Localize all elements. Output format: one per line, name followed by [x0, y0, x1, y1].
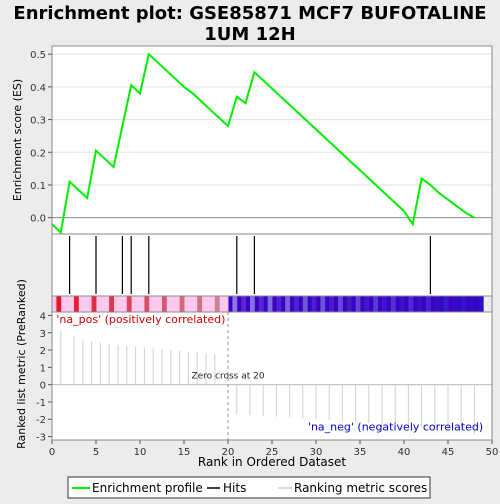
es-y-tick-label: 0.1: [30, 181, 46, 192]
metric-y-tick-label: -1: [36, 398, 46, 409]
band-segment: [258, 296, 264, 312]
band-segment: [135, 296, 141, 312]
metric-plot-area: [52, 312, 492, 440]
band-segment: [250, 296, 255, 312]
x-tick-label: 15: [178, 447, 191, 458]
chart-title-line: 1UM 12H: [204, 24, 295, 45]
band-segment: [126, 296, 132, 312]
legend-metric-label: Ranking metric scores: [294, 481, 427, 495]
panel-frame: [51, 311, 493, 441]
band-segment: [443, 296, 449, 312]
band-segment: [74, 296, 79, 312]
metric-y-tick-label: -3: [36, 433, 46, 444]
band-segment: [153, 296, 159, 312]
negative-corr-label: 'na_neg' (negatively correlated): [308, 420, 483, 433]
band-segment: [91, 296, 97, 312]
band-segment: [399, 296, 405, 312]
band-segment: [452, 296, 458, 312]
band-segment: [65, 296, 71, 312]
band-segment: [170, 296, 176, 312]
es-plot-area: [52, 46, 492, 234]
band-segment: [302, 296, 308, 312]
metric-y-tick-label: 3: [40, 329, 46, 340]
x-tick-label: 40: [398, 447, 411, 458]
es-y-tick-label: 0.4: [30, 83, 46, 94]
legend-hits-label: Hits: [223, 481, 246, 495]
es-y-tick-label: 0.5: [30, 50, 46, 61]
band-segment: [320, 296, 326, 312]
band-segment: [417, 296, 423, 312]
band-segment: [109, 296, 115, 312]
x-tick-label: 45: [442, 447, 455, 458]
hits-plot-area: [52, 234, 492, 296]
zero-cross-label: Zero cross at 20: [191, 372, 264, 382]
enrichment-profile-line: [51, 52, 475, 235]
es-y-axis-label: Enrichment score (ES): [11, 79, 24, 201]
band-segment: [346, 296, 352, 312]
band-segment: [162, 296, 167, 312]
band-segment: [382, 296, 387, 312]
x-tick-label: 5: [93, 447, 99, 458]
chart-title-line: Enrichment plot: GSE85871 MCF7 BUFOTALIN…: [13, 3, 486, 24]
metric-y-tick-label: -2: [36, 415, 46, 426]
band-segment: [82, 296, 88, 312]
band-segment: [461, 296, 467, 312]
x-tick-label: 50: [486, 447, 499, 458]
metric-y-tick-label: 4: [40, 311, 46, 322]
band-segment: [470, 296, 475, 312]
legend-enrichment-label: Enrichment profile: [92, 481, 203, 495]
band-segment: [241, 296, 247, 312]
band-segment: [434, 296, 440, 312]
band-segment: [364, 296, 370, 312]
band-segment: [276, 296, 282, 312]
band-segment: [179, 296, 185, 312]
band-segment: [118, 296, 123, 312]
x-tick-label: 0: [49, 447, 55, 458]
x-tick-label: 25: [266, 447, 279, 458]
legend-box: [67, 476, 431, 499]
band-segment: [355, 296, 361, 312]
x-tick-label: 20: [222, 447, 235, 458]
metric-y-tick-label: 2: [40, 346, 46, 357]
es-y-tick-label: 0.2: [30, 148, 46, 159]
band-segment: [223, 296, 229, 312]
metric-y-tick-label: 1: [40, 363, 46, 374]
band-segment: [338, 296, 343, 312]
metric-y-tick-label: 0: [40, 381, 46, 392]
band-segment: [206, 296, 211, 312]
x-tick-label: 35: [354, 447, 367, 458]
positive-corr-label: 'na_pos' (positively correlated): [56, 313, 225, 326]
x-tick-label: 30: [310, 447, 323, 458]
band-segment: [478, 296, 484, 312]
band-segment: [408, 296, 414, 312]
es-y-tick-label: 0.0: [30, 214, 46, 225]
band-segment: [329, 296, 335, 312]
x-axis-label: Rank in Ordered Dataset: [198, 455, 346, 469]
band-segment: [285, 296, 291, 312]
band-segment: [100, 296, 106, 312]
band-segment: [426, 296, 431, 312]
band-segment: [232, 296, 238, 312]
band-segment: [144, 296, 150, 312]
band-segment: [311, 296, 317, 312]
band-segment: [56, 296, 62, 312]
metric-y-axis-label: Ranked list metric (PreRanked): [15, 279, 28, 449]
band-segment: [294, 296, 299, 312]
x-tick-label: 10: [134, 447, 147, 458]
band-segment: [390, 296, 396, 312]
band-segment: [214, 296, 220, 312]
band-segment: [267, 296, 273, 312]
es-y-tick-label: 0.3: [30, 116, 46, 127]
band-segment: [188, 296, 194, 312]
band-segment: [197, 296, 203, 312]
band-segment: [373, 296, 379, 312]
